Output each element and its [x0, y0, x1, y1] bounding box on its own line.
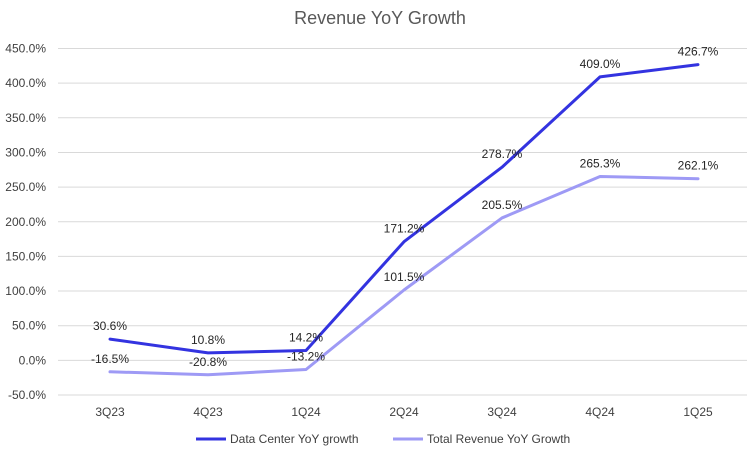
- data-label-total-revenue: 101.5%: [384, 270, 425, 284]
- x-tick-label: 1Q25: [683, 405, 713, 419]
- y-tick-label: 300.0%: [5, 145, 46, 159]
- y-axis-tick-labels: -50.0% 0.0% 50.0% 100.0% 150.0% 200.0% 250.0% 3…: [5, 42, 46, 403]
- data-label-total-revenue: 265.3%: [580, 156, 621, 170]
- y-tick-label: 250.0%: [5, 180, 46, 194]
- data-label-data-center: 278.7%: [482, 147, 523, 161]
- data-label-data-center: 14.2%: [289, 331, 323, 345]
- x-tick-label: 2Q24: [389, 405, 419, 419]
- data-label-data-center: 30.6%: [93, 319, 127, 333]
- data-label-data-center: 10.8%: [191, 333, 225, 347]
- legend-label: Data Center YoY growth: [230, 432, 359, 446]
- data-label-total-revenue: -20.8%: [189, 355, 227, 369]
- x-tick-label: 4Q23: [193, 405, 223, 419]
- data-labels: 30.6% 10.8% 14.2% 171.2% 278.7% 409.0% 426.7% -…: [91, 45, 719, 369]
- legend[interactable]: Data Center YoY growth Total Revenue YoY …: [196, 432, 570, 446]
- data-label-total-revenue: -16.5%: [91, 352, 129, 366]
- x-tick-label: 1Q24: [291, 405, 321, 419]
- y-tick-label: 400.0%: [5, 76, 46, 90]
- series-line-data-center: [108, 63, 700, 355]
- data-label-total-revenue: 262.1%: [678, 159, 719, 173]
- y-tick-label: 150.0%: [5, 249, 46, 263]
- data-label-data-center: 426.7%: [678, 45, 719, 59]
- gridlines: [58, 48, 747, 396]
- x-tick-label: 3Q24: [487, 405, 517, 419]
- data-label-data-center: 409.0%: [580, 57, 621, 71]
- legend-entry-total-revenue[interactable]: Total Revenue YoY Growth: [393, 432, 570, 446]
- series-line-total-revenue: [108, 174, 700, 377]
- data-label-data-center: 171.2%: [384, 222, 425, 236]
- y-tick-label: 200.0%: [5, 215, 46, 229]
- legend-entry-data-center[interactable]: Data Center YoY growth: [196, 432, 359, 446]
- x-tick-label: 4Q24: [585, 405, 615, 419]
- data-label-total-revenue: -13.2%: [287, 349, 325, 363]
- x-axis-tick-labels: 3Q23 4Q23 1Q24 2Q24 3Q24 4Q24 1Q25: [95, 405, 713, 419]
- y-tick-label: 350.0%: [5, 111, 46, 125]
- legend-label: Total Revenue YoY Growth: [427, 432, 570, 446]
- y-tick-label: -50.0%: [8, 388, 46, 402]
- x-tick-label: 3Q23: [95, 405, 125, 419]
- y-tick-label: 50.0%: [12, 319, 46, 333]
- y-tick-label: 450.0%: [5, 42, 46, 56]
- chart-title: Revenue YoY Growth: [294, 8, 466, 28]
- y-tick-label: 100.0%: [5, 284, 46, 298]
- data-label-total-revenue: 205.5%: [482, 198, 523, 212]
- series-lines: [108, 63, 700, 377]
- y-tick-label: 0.0%: [19, 353, 47, 367]
